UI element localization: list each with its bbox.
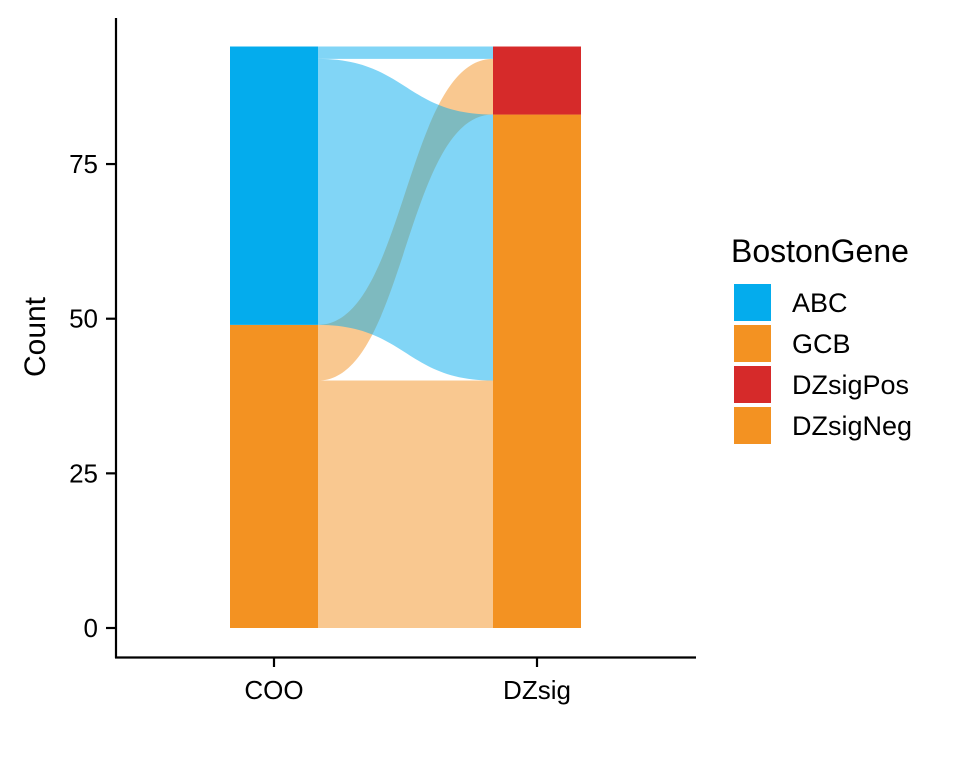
- y-tick-label: 50: [69, 304, 98, 334]
- stratum-coo-gcb: [230, 324, 318, 628]
- legend-swatch-abc: [734, 284, 771, 321]
- legend: BostonGene ABC GCB DZsigPos DZsigNeg: [731, 233, 912, 444]
- legend-label-dzsigpos: DZsigPos: [792, 370, 909, 400]
- legend-swatch-gcb: [734, 325, 771, 362]
- x-ticks: COO DZsig: [244, 658, 571, 705]
- stratum-dzsig-dzsigpos: [493, 46, 581, 115]
- legend-items: ABC GCB DZsigPos DZsigNeg: [734, 284, 912, 444]
- legend-swatch-dzsigpos: [734, 366, 771, 403]
- x-tick-label-dzsig: DZsig: [503, 675, 571, 705]
- y-ticks: 0 25 50 75: [69, 149, 116, 643]
- y-axis-title: Count: [19, 296, 52, 377]
- flow-abc-to-dzsigneg: [318, 58, 493, 381]
- legend-swatch-dzsigneg: [734, 407, 771, 444]
- stratum-coo-abc: [230, 46, 318, 325]
- x-tick-label-coo: COO: [244, 675, 303, 705]
- y-tick-label: 25: [69, 458, 98, 488]
- stratum-dzsig-dzsigneg: [493, 114, 581, 628]
- axes-layer: 0 25 50 75 COO DZsig Count: [19, 18, 696, 705]
- flow-gcb-to-dzsigneg: [318, 380, 493, 628]
- legend-title: BostonGene: [731, 233, 909, 269]
- legend-label-gcb: GCB: [792, 329, 851, 359]
- y-tick-label: 75: [69, 149, 98, 179]
- flows-layer: [318, 46, 493, 628]
- flow-abc-to-dzsigpos: [318, 46, 493, 59]
- y-tick-label: 0: [84, 613, 98, 643]
- strata-layer: [230, 46, 581, 628]
- legend-label-dzsigneg: DZsigNeg: [792, 411, 912, 441]
- legend-label-abc: ABC: [792, 288, 848, 318]
